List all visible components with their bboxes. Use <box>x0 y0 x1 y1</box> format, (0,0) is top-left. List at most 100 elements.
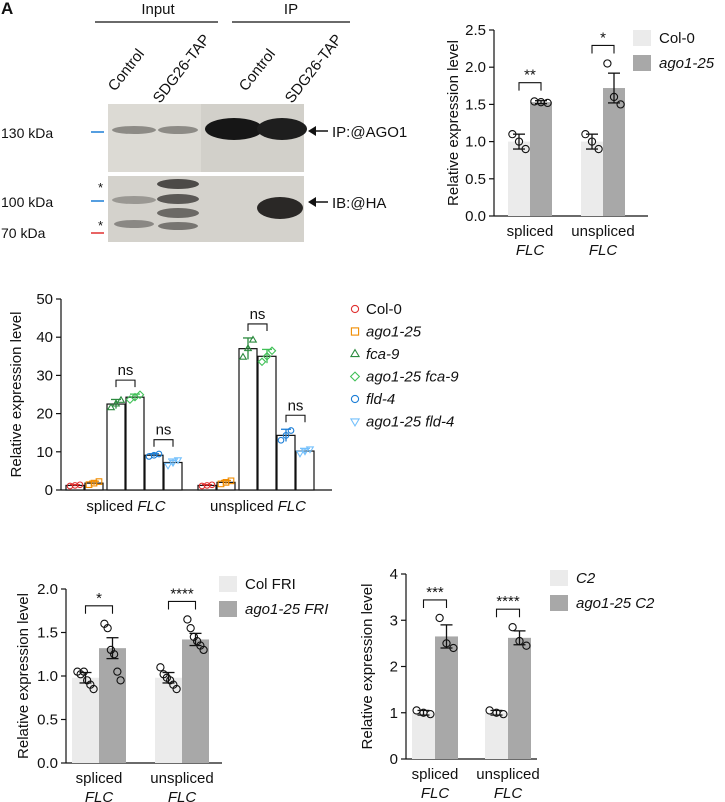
y-tick-label: 0.5 <box>37 712 58 729</box>
bar-mutant <box>99 648 126 763</box>
marker-100: 100 kDa <box>1 194 53 210</box>
data-point <box>199 645 208 655</box>
y-axis-label: Relative expression level <box>359 584 376 750</box>
y-tick-label: 0.0 <box>465 208 486 225</box>
legend-swatch <box>219 601 237 617</box>
significance-bracket <box>247 323 268 331</box>
chart-c: 0 10 20 30 40 50 Relative expression level ns ns… <box>8 291 459 515</box>
legend-label: Col-0 <box>366 301 402 318</box>
data-point <box>173 457 183 465</box>
lane-label-4: SDG26-TAP <box>282 31 346 106</box>
data-point <box>71 482 79 489</box>
y-tick-label: 0 <box>390 751 398 768</box>
data-point <box>426 709 435 719</box>
bar <box>106 403 126 491</box>
significance-label: ** <box>524 67 536 84</box>
data-point <box>227 477 235 485</box>
legend-swatch <box>550 595 568 611</box>
significance-label: ns <box>156 422 172 439</box>
legend-label: ago1-25 <box>366 324 422 341</box>
group-ip-label: IP <box>284 1 298 18</box>
data-point <box>594 144 603 154</box>
data-point <box>106 403 116 411</box>
legend-marker <box>349 418 361 427</box>
asterisk-bottom: * <box>98 218 103 233</box>
significance-bracket <box>167 600 197 610</box>
legend-marker <box>350 327 360 336</box>
band-ip-sdg-ago1 <box>257 118 307 140</box>
data-point <box>183 615 192 624</box>
data-point <box>76 481 84 489</box>
y-tick-label: 1.5 <box>465 96 486 113</box>
data-point <box>609 92 619 102</box>
y-tick-label: 30 <box>36 367 53 384</box>
bar <box>257 355 277 491</box>
legend-swatch <box>550 570 568 586</box>
data-point <box>203 482 211 489</box>
data-point <box>116 395 126 403</box>
legend-swatch <box>633 30 651 46</box>
legend-label: ago1-25 fld-4 <box>366 414 454 431</box>
y-tick-label: 2.0 <box>465 59 486 76</box>
data-point <box>113 667 122 676</box>
category-label-flc: FLC <box>137 498 166 515</box>
significance-bracket <box>115 379 136 388</box>
data-point <box>581 130 590 139</box>
bar-control <box>508 141 530 216</box>
significance-bracket <box>422 599 448 608</box>
y-tick-label: 4 <box>390 566 398 583</box>
significance-label: ns <box>288 397 304 414</box>
data-point <box>163 462 173 470</box>
bar <box>276 434 296 491</box>
lane-label-3: Control <box>236 46 279 95</box>
band-input-sdg-ago1 <box>158 126 198 134</box>
data-point <box>186 624 195 633</box>
data-point <box>587 137 597 146</box>
western-blot-panel: Input IP Control SDG26-TAP Control SDG26… <box>1 1 407 242</box>
data-point <box>508 130 517 139</box>
label-ip-ago1: IP:@AGO1 <box>332 124 407 141</box>
marker-70: 70 kDa <box>1 225 46 241</box>
data-point <box>442 639 451 648</box>
data-point <box>521 144 530 154</box>
legend-swatch <box>633 55 651 71</box>
data-point <box>135 390 145 400</box>
bar-mutant <box>603 88 625 216</box>
legend-marker <box>349 371 361 382</box>
data-point <box>198 482 206 490</box>
asterisk-top: * <box>98 180 103 195</box>
arrow-ha-head <box>308 197 316 207</box>
legend-swatch <box>219 576 237 592</box>
y-axis-label: Relative expression level <box>8 312 25 478</box>
data-point <box>262 351 272 361</box>
data-point <box>616 100 625 109</box>
bar-mutant <box>530 102 552 216</box>
legend-label: fld-4 <box>366 391 395 408</box>
significance-bracket <box>84 605 114 614</box>
category-label: unspliced <box>476 766 539 783</box>
legend-label: Col FRI <box>245 576 296 593</box>
marker-130: 130 kDa <box>1 125 53 141</box>
data-point <box>300 448 310 456</box>
data-point <box>267 346 277 356</box>
data-point <box>603 59 612 68</box>
y-tick-label: 2.5 <box>465 22 486 39</box>
chart-e: 0 1 2 3 4 Relative expression level *** spliced… <box>359 566 655 802</box>
y-tick-label: 2.0 <box>37 581 58 598</box>
category-label-flc: FLC <box>494 785 523 802</box>
data-point <box>109 650 119 659</box>
data-point <box>522 641 531 650</box>
y-tick-label: 0 <box>45 482 53 499</box>
category-label-flc: FLC <box>168 789 197 802</box>
category-label-flc: FLC <box>421 785 450 802</box>
y-tick-label: 10 <box>36 444 53 461</box>
significance-bracket <box>153 439 174 447</box>
legend-marker <box>350 304 360 314</box>
category-label-flc: FLC <box>516 242 545 259</box>
y-axis-label: Relative expression level <box>445 40 462 206</box>
category-label-word: spliced <box>86 498 137 515</box>
significance-label: ns <box>118 362 134 379</box>
category-label-word: unspliced <box>210 498 278 515</box>
data-point <box>79 667 89 676</box>
legend-marker <box>349 348 361 358</box>
